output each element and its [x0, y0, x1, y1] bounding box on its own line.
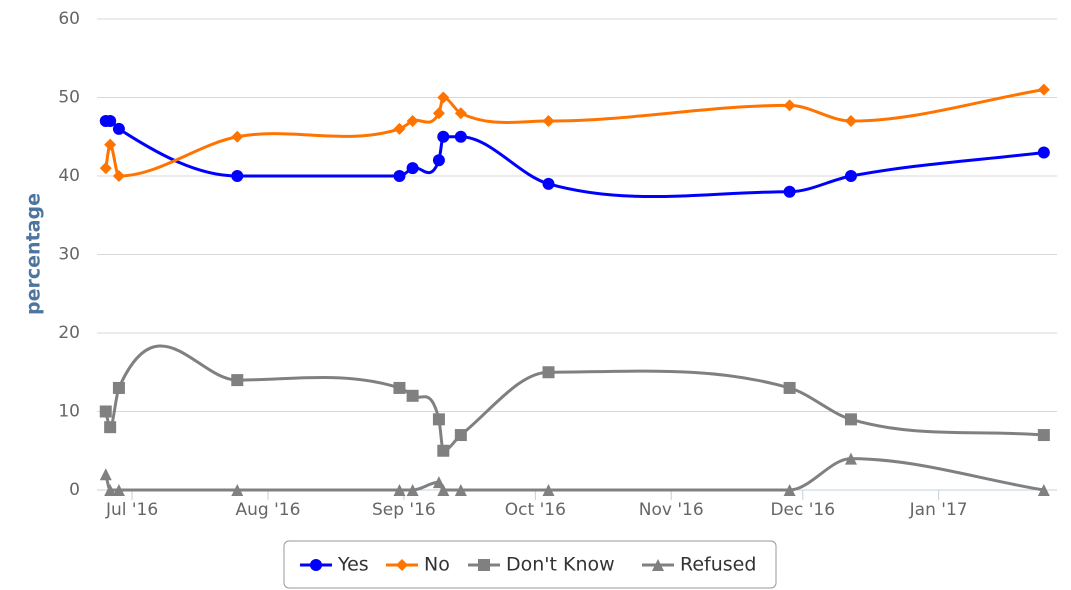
marker	[432, 107, 445, 120]
marker	[783, 381, 796, 394]
y-tick-label: 40	[58, 166, 80, 186]
legend-marker	[396, 559, 408, 571]
marker	[231, 374, 244, 387]
marker	[542, 177, 555, 190]
marker	[406, 389, 419, 402]
series-line	[105, 119, 1045, 199]
marker	[432, 154, 445, 167]
x-tick-label: Jul '16	[105, 500, 158, 520]
marker	[542, 115, 555, 128]
marker	[844, 452, 857, 465]
marker	[844, 115, 857, 128]
marker	[542, 366, 555, 379]
legend-label[interactable]: Don't Know	[506, 554, 615, 576]
marker	[1037, 484, 1050, 496]
marker	[112, 381, 125, 394]
marker	[1037, 146, 1050, 159]
marker	[437, 484, 450, 496]
y-tick-label: 10	[58, 402, 80, 422]
y-tick-label: 0	[69, 480, 80, 500]
marker	[231, 170, 244, 182]
marker	[104, 484, 117, 496]
x-tick-label: Oct '16	[505, 500, 566, 520]
marker	[112, 484, 125, 496]
x-tick-label: Sep '16	[372, 500, 436, 520]
y-tick-label: 30	[58, 245, 80, 265]
marker	[393, 381, 406, 394]
marker	[437, 130, 450, 143]
marker	[406, 162, 419, 175]
x-tick-label: Dec '16	[770, 500, 835, 520]
marker	[432, 413, 445, 426]
series-line	[104, 344, 1044, 453]
y-tick-label: 50	[58, 88, 80, 108]
marker	[231, 130, 244, 143]
marker	[406, 484, 419, 496]
marker	[844, 413, 857, 426]
legend-label[interactable]: Yes	[337, 554, 369, 576]
x-tick-label: Nov '16	[639, 500, 704, 520]
marker	[104, 138, 117, 151]
marker	[231, 484, 244, 496]
series-line	[104, 88, 1045, 178]
marker	[783, 484, 796, 496]
marker	[104, 115, 117, 128]
marker	[1037, 83, 1050, 96]
x-tick-label: Jan '17	[909, 500, 968, 520]
legend-marker	[310, 559, 322, 571]
marker	[99, 162, 112, 175]
marker	[432, 476, 445, 489]
marker	[104, 421, 117, 434]
marker	[437, 91, 450, 104]
legend-label[interactable]: Refused	[680, 554, 756, 576]
marker	[437, 444, 450, 457]
y-axis-title: percentage	[23, 193, 45, 315]
marker	[393, 122, 406, 135]
marker	[844, 170, 857, 182]
marker	[393, 484, 406, 496]
x-tick-label: Aug '16	[236, 500, 301, 520]
legend-box	[283, 540, 777, 589]
marker	[454, 107, 467, 120]
y-tick-label: 20	[58, 323, 80, 343]
marker	[99, 405, 112, 418]
marker	[406, 115, 419, 128]
marker	[783, 99, 796, 112]
legend-marker	[652, 559, 664, 571]
marker	[112, 122, 125, 135]
marker	[783, 185, 796, 198]
marker	[112, 170, 125, 182]
y-tick-label: 60	[58, 9, 80, 29]
marker	[454, 130, 467, 143]
marker	[454, 429, 467, 442]
marker	[454, 484, 467, 496]
marker	[99, 468, 112, 481]
legend-marker	[478, 559, 490, 571]
marker	[1037, 429, 1050, 442]
marker	[393, 170, 406, 182]
series-line	[104, 457, 1045, 492]
legend-label[interactable]: No	[424, 554, 450, 576]
marker	[542, 484, 555, 496]
